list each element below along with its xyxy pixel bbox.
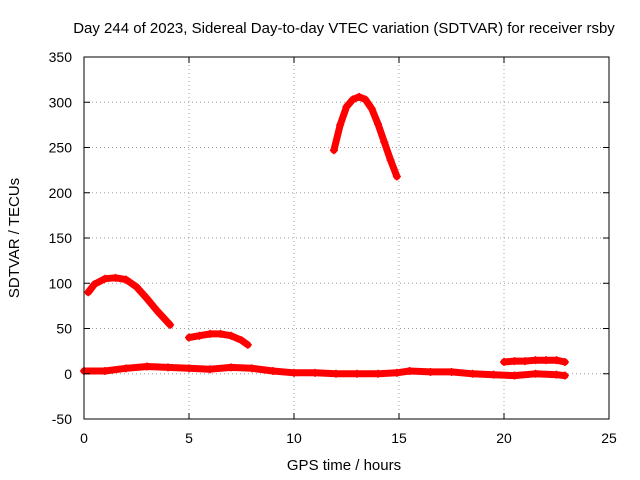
data-point [206,329,214,338]
y-tick-label: 150 [49,230,73,246]
x-tick-label: 15 [391,430,407,446]
data-point [84,288,93,297]
data-point [560,371,569,380]
series-arc-4 [500,356,569,366]
y-tick-label: -50 [52,411,72,427]
data-point [510,357,519,366]
data-point [122,275,130,284]
data-point [405,367,414,376]
x-tick-label: 10 [286,430,302,446]
data-point [353,369,361,378]
series-arc-1 [84,273,175,329]
y-tick-label: 0 [64,366,72,382]
grid [84,57,609,419]
data-point [489,370,498,379]
y-tick-label: 300 [49,94,73,110]
x-tick-label: 25 [601,430,617,446]
ticks: 0 5 10 15 20 25 -50 0 50 100 150 200 250 300 350 [49,49,617,446]
data-point [392,368,401,377]
data-point [342,102,351,111]
data-point [311,368,319,377]
data-point [227,331,235,340]
data-point [367,104,376,113]
data-point [521,357,529,366]
data-point [269,367,277,376]
data-point [355,92,364,101]
data-point [206,365,214,374]
data-point [468,369,477,378]
data-point [248,364,256,373]
y-tick-label: 200 [49,185,73,201]
data-point [216,329,225,338]
data-point [447,367,456,376]
data-point [500,357,508,366]
data-point [531,369,540,378]
data-point [386,156,395,165]
y-tick-label: 350 [49,49,73,65]
data-point [426,367,435,376]
data-point [552,356,561,365]
series-arc-2 [185,329,252,349]
series-arc-3 [329,92,401,181]
data-point [336,120,345,129]
chart-title: Day 244 of 2023, Sidereal Day-to-day VTE… [73,20,615,37]
x-tick-label: 5 [185,430,193,446]
data-point [531,356,540,365]
y-tick-label: 250 [49,140,73,156]
data-point [185,364,193,373]
data-point [329,146,338,155]
data-point [164,363,172,372]
x-axis-label: GPS time / hours [287,457,401,474]
data-point [153,307,162,316]
data-point [290,368,298,377]
data-point [348,95,357,104]
x-tick-label: 0 [80,430,88,446]
y-axis-label: SDTVAR / TECUs [6,178,23,298]
data-point [166,320,175,329]
data-point [361,95,370,104]
data-point [510,371,519,380]
data-point [374,119,382,128]
data-point [90,280,99,289]
data-point [392,172,401,181]
data-point [380,138,389,147]
data-point [101,367,109,376]
data-marks [80,92,569,380]
data-point [332,369,340,378]
series-baseline [80,362,569,380]
data-point [122,364,130,373]
x-tick-label: 20 [496,430,512,446]
data-point [227,363,235,372]
data-point [552,370,561,379]
data-point [111,273,120,282]
y-tick-label: 50 [56,321,72,337]
data-point [237,336,246,345]
data-point [143,362,151,371]
data-point [143,294,151,303]
data-point [374,369,382,378]
data-point [560,357,569,366]
data-point [195,331,204,340]
data-point [185,333,193,342]
data-point [132,282,141,291]
data-point [101,274,109,283]
data-point [243,340,252,349]
y-tick-label: 100 [49,275,73,291]
data-point [542,356,550,365]
